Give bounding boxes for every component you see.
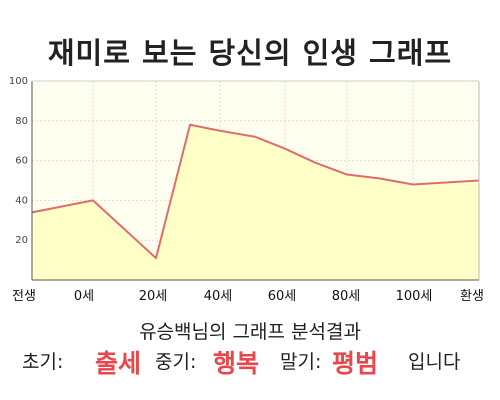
chart-axes xyxy=(31,80,480,281)
early-value: 출세 xyxy=(95,349,142,378)
x-tick-label: 0세 xyxy=(74,289,94,304)
y-axis-ticks: 20 40 60 80 100 xyxy=(9,76,28,246)
result-heading: 유승백님의 그래프 분석결과 xyxy=(139,321,361,343)
series-area xyxy=(32,124,479,280)
y-tick-label: 80 xyxy=(15,116,28,127)
late-value: 평범 xyxy=(332,349,379,378)
x-tick-label: 전생 xyxy=(12,289,36,304)
x-tick-label: 60세 xyxy=(268,289,297,304)
y-tick-label: 60 xyxy=(15,156,28,167)
ending-text: 입니다 xyxy=(408,351,461,373)
x-tick-label: 환생 xyxy=(460,289,484,304)
mid-label: 중기: xyxy=(155,351,197,373)
y-tick-label: 20 xyxy=(15,235,28,246)
x-tick-label: 20세 xyxy=(139,289,168,304)
mid-value: 행복 xyxy=(213,349,260,378)
chart-area-layer xyxy=(31,123,480,280)
y-tick-label: 100 xyxy=(9,76,28,87)
life-graph-chart: 20 40 60 80 100 전생 0세 20세 40세 60세 80세 100세 환생 xyxy=(9,76,484,304)
x-tick-label: 100세 xyxy=(396,289,433,304)
x-tick-label: 80세 xyxy=(332,289,361,304)
x-tick-label: 40세 xyxy=(204,289,233,304)
chart-title: 재미로 보는 당신의 인생 그래프 xyxy=(47,36,453,70)
x-axis-ticks: 전생 0세 20세 40세 60세 80세 100세 환생 xyxy=(12,289,484,304)
y-tick-label: 40 xyxy=(15,195,28,206)
late-label: 말기: xyxy=(280,351,322,373)
early-label: 초기: xyxy=(22,351,64,373)
series-line xyxy=(31,123,480,260)
